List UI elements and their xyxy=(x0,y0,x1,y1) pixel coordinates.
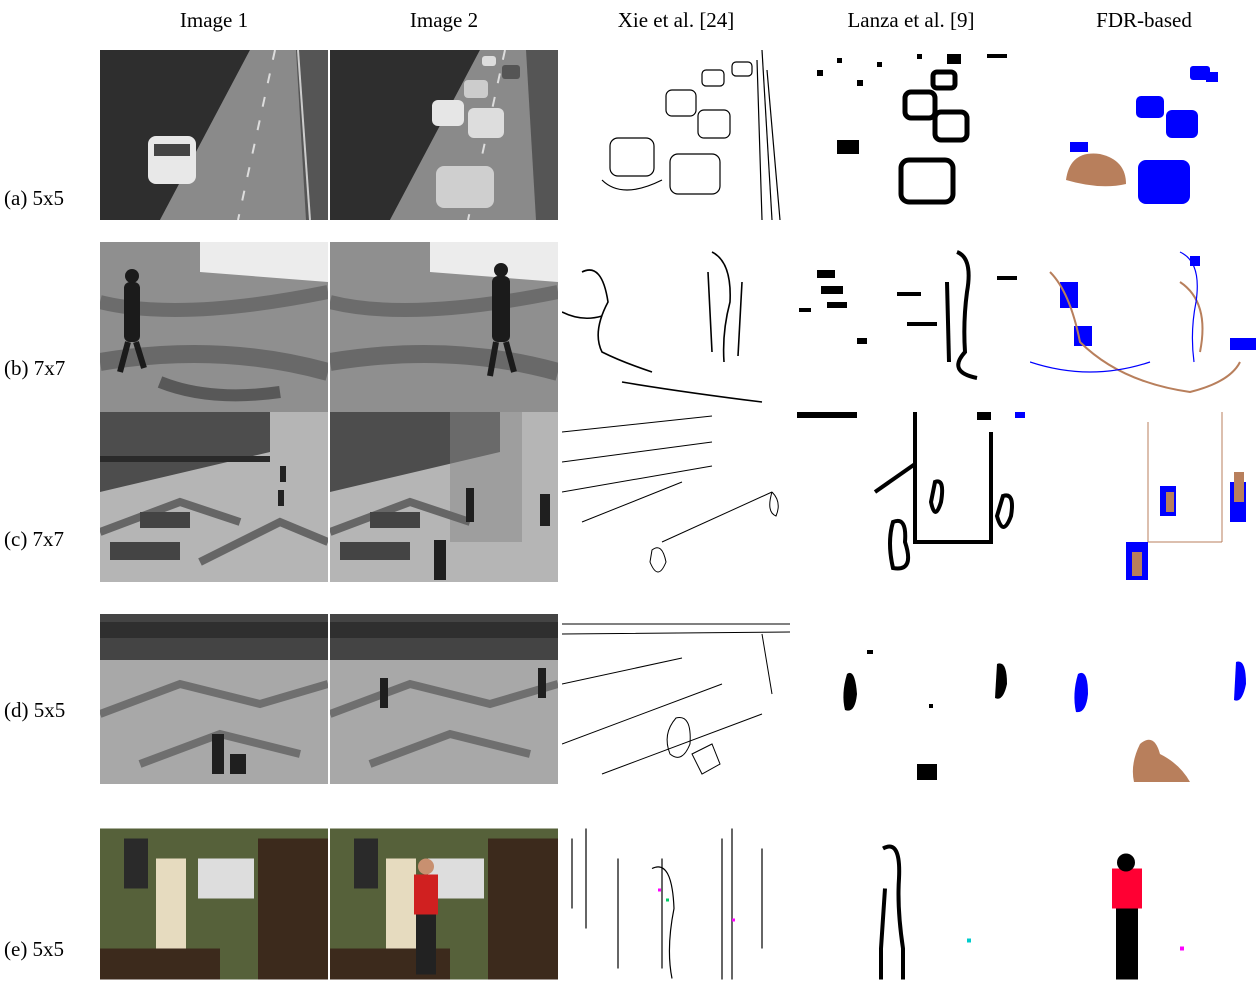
fdr-floor-result xyxy=(1030,614,1257,784)
image1-floor-photo xyxy=(100,614,328,784)
image2-station-photo xyxy=(330,412,558,582)
row-label-d: (d) 5x5 xyxy=(4,698,66,722)
column-title-fdr: FDR-based xyxy=(1096,8,1192,32)
fdr-office-result xyxy=(1030,819,1257,989)
row-label-c: (c) 7x7 xyxy=(4,527,65,551)
fdr-pedestrian-result xyxy=(1030,242,1257,412)
image1-station-photo xyxy=(100,412,328,582)
xie-office-result xyxy=(562,819,790,989)
row-label-a: (a) 5x5 xyxy=(4,186,65,210)
xie-floor-result xyxy=(562,614,790,784)
column-title-xie: Xie et al. [24] xyxy=(617,8,735,32)
column-title-image2: Image 2 xyxy=(409,8,479,32)
image2-pedestrian-photo xyxy=(330,242,558,412)
column-title-image1: Image 1 xyxy=(179,8,249,32)
lanza-floor-result xyxy=(797,614,1025,784)
image2-highway-photo xyxy=(330,50,558,220)
xie-pedestrian-result xyxy=(562,242,790,412)
row-label-b: (b) 7x7 xyxy=(4,356,66,380)
row-label-e: (e) 5x5 xyxy=(4,937,65,961)
fdr-highway-result xyxy=(1030,50,1257,220)
lanza-pedestrian-result xyxy=(797,242,1025,412)
image2-floor-photo xyxy=(330,614,558,784)
image2-office-photo xyxy=(330,819,558,989)
image1-office-photo xyxy=(100,819,328,989)
column-title-lanza: Lanza et al. [9] xyxy=(847,8,975,32)
xie-highway-result xyxy=(562,50,790,220)
lanza-office-result xyxy=(797,819,1025,989)
xie-station-result xyxy=(562,412,790,582)
image1-highway-photo xyxy=(100,50,328,220)
lanza-highway-result xyxy=(797,50,1025,220)
fdr-station-result xyxy=(1030,412,1257,582)
image1-pedestrian-photo xyxy=(100,242,328,412)
lanza-station-result xyxy=(797,412,1025,582)
